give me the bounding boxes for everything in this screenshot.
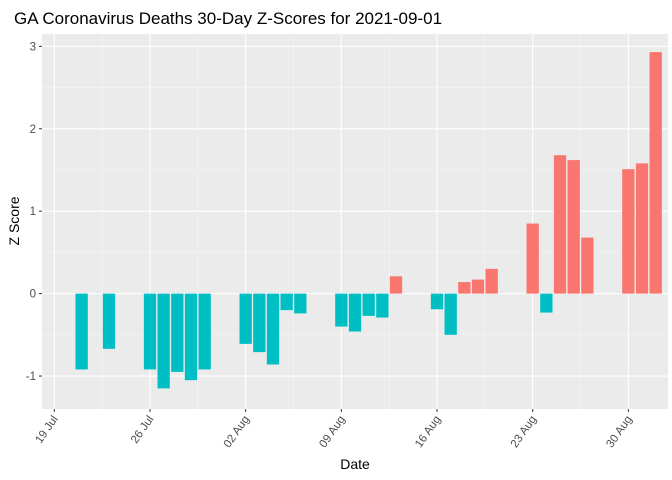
bar-2021-09-01: [649, 52, 662, 294]
bar-2021-07-30: [198, 293, 211, 370]
bar-2021-08-17: [444, 293, 457, 335]
bar-2021-08-05: [280, 293, 293, 311]
bar-2021-08-23: [526, 223, 539, 294]
y-tick-label: 3: [30, 41, 36, 53]
bar-2021-08-20: [485, 268, 498, 294]
bar-2021-08-09: [335, 293, 348, 327]
bar-2021-08-25: [553, 155, 567, 294]
x-axis: 19 Jul 26 Jul 02 Aug 09 Aug 16 Aug 23 Aug 30 A…: [33, 409, 635, 450]
bar-2021-08-24: [540, 293, 553, 313]
bar-2021-07-26: [143, 293, 157, 370]
bar-2021-08-11: [362, 293, 375, 316]
x-tick-label: 23 Aug: [509, 414, 539, 450]
bar-2021-08-16: [430, 293, 444, 310]
y-tick-label: 2: [30, 124, 36, 136]
x-tick-label: 09 Aug: [317, 414, 347, 450]
x-tick-label: 30 Aug: [604, 414, 634, 450]
y-axis: -1 0 1 2 3: [26, 41, 42, 383]
bar-2021-08-04: [266, 293, 280, 365]
bar-2021-08-19: [471, 279, 485, 294]
bar-2021-08-12: [376, 293, 389, 318]
bar-2021-07-28: [171, 293, 184, 372]
x-tick-label: 16 Aug: [413, 414, 443, 450]
bar-2021-07-21: [75, 293, 88, 370]
chart-title: GA Coronavirus Deaths 30-Day Z-Scores fo…: [14, 9, 442, 28]
y-tick-label: 0: [30, 289, 36, 301]
bar-2021-08-02: [239, 293, 252, 344]
bar-2021-08-26: [567, 160, 580, 294]
bar-2021-08-31: [635, 163, 649, 294]
bar-2021-08-06: [294, 293, 307, 314]
y-tick-label: -1: [26, 371, 36, 383]
y-axis-title: Z Score: [6, 196, 22, 245]
bar-2021-07-27: [157, 293, 170, 389]
bar-2021-08-03: [253, 293, 266, 353]
bar-2021-08-10: [348, 293, 362, 332]
bar-2021-08-13: [389, 276, 403, 294]
x-tick-label: 02 Aug: [222, 414, 252, 450]
bar-2021-08-27: [581, 237, 594, 294]
y-tick-label: 1: [30, 206, 36, 218]
bar-2021-07-29: [184, 293, 198, 381]
x-axis-title: Date: [340, 456, 370, 472]
x-tick-label: 19 Jul: [33, 414, 60, 446]
x-tick-label: 26 Jul: [129, 414, 156, 446]
bars-group: [75, 52, 662, 389]
bar-2021-08-18: [458, 282, 471, 294]
bar-2021-07-23: [102, 293, 116, 349]
bar-2021-08-30: [622, 169, 635, 294]
